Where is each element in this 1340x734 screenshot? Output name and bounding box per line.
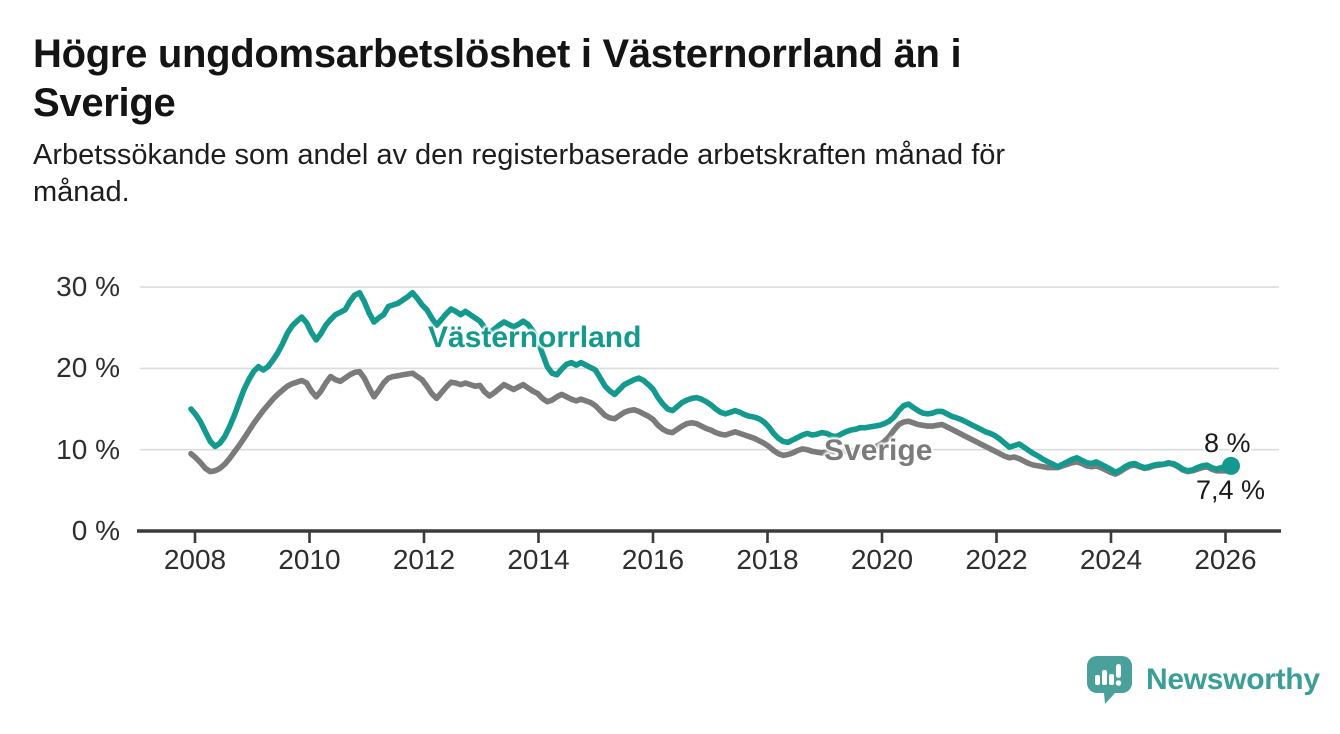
x-axis-tick-label: 2024 xyxy=(1079,544,1143,575)
y-axis-tick-label: 20 % xyxy=(56,352,120,383)
x-axis-tick-label: 2012 xyxy=(392,544,456,575)
newsworthy-logo: Newsworthy xyxy=(1086,655,1320,705)
newsworthy-logo-text: Newsworthy xyxy=(1146,663,1320,696)
x-axis-tick-label: 2022 xyxy=(965,544,1028,575)
end-value-label-sverige: 7,4 % xyxy=(1196,475,1266,505)
x-axis-tick-label: 2020 xyxy=(850,544,914,575)
x-axis-tick-label: 2016 xyxy=(621,544,685,575)
vasternorrland-line xyxy=(188,289,1234,476)
exclamation-bar xyxy=(1116,664,1121,678)
speech-bubble-bar-chart-icon xyxy=(1087,656,1132,704)
chart-subtitle: Arbetssökande som andel av den registerb… xyxy=(33,139,1006,208)
series-label-sverige: Sverige xyxy=(824,434,933,467)
vasternorrland-end-dot xyxy=(1222,456,1240,475)
exclamation-dot xyxy=(1115,680,1122,686)
bar-chart-glyph xyxy=(1095,664,1122,686)
y-axis-tick-label: 30 % xyxy=(56,271,120,302)
gridlines xyxy=(140,286,1279,451)
series-label-vasternorrland: Västernorrland xyxy=(428,321,642,354)
x-axis-tick-label: 2018 xyxy=(736,544,799,575)
x-axis-tick-label: 2010 xyxy=(278,544,341,575)
y-axis-tick-label: 10 % xyxy=(56,434,120,465)
x-axis-ticks xyxy=(193,531,1227,543)
chart-title: Högre ungdomsarbetslöshet i Västernorrla… xyxy=(33,32,962,125)
end-value-label-vasternorrland: 8 % xyxy=(1204,428,1251,458)
x-axis-tick-label: 2026 xyxy=(1194,544,1257,575)
x-axis-tick-label: 2014 xyxy=(507,544,570,575)
x-axis-tick-label: 2008 xyxy=(163,544,227,575)
y-axis-tick-label: 0 % xyxy=(71,515,120,546)
